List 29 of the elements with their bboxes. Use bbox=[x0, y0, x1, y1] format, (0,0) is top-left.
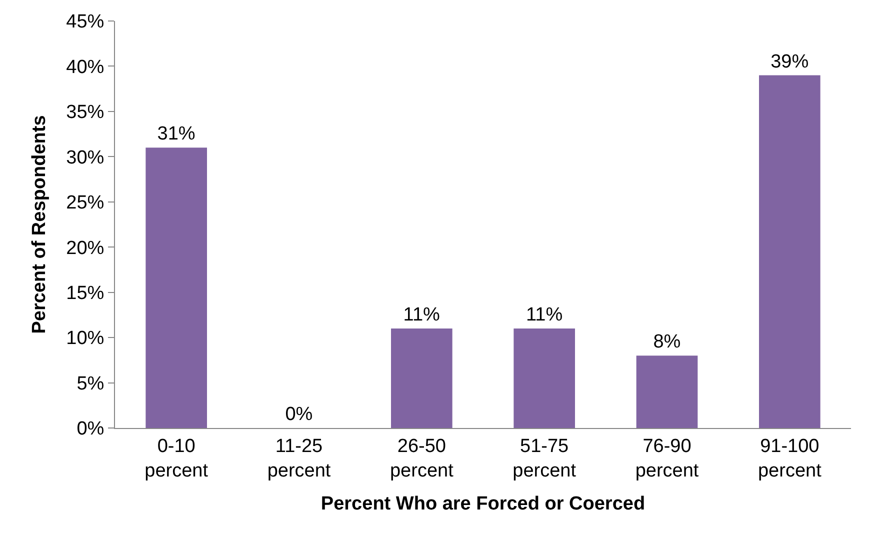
x-tick-label: 76-90 percent bbox=[635, 436, 700, 482]
data-label: 39% bbox=[770, 51, 809, 72]
bar bbox=[391, 328, 452, 428]
data-label: 11% bbox=[526, 304, 563, 326]
y-tick-label: 40% bbox=[66, 56, 104, 78]
y-tick-label: 35% bbox=[66, 102, 104, 124]
data-label: 0% bbox=[285, 404, 313, 425]
y-tick-label: 30% bbox=[66, 147, 104, 168]
x-axis-title: Percent Who are Forced or Coerced bbox=[320, 493, 646, 514]
data-label: 11% bbox=[403, 304, 440, 326]
x-tick-label: 51-75 percent bbox=[512, 436, 577, 482]
data-label: 8% bbox=[653, 332, 681, 353]
bar bbox=[146, 148, 207, 428]
x-tick-label: 26-50 percent bbox=[390, 436, 454, 482]
y-tick-label: 20% bbox=[66, 238, 104, 259]
y-tick-label: 5% bbox=[76, 373, 104, 394]
data-label: 31% bbox=[157, 124, 196, 145]
bar bbox=[636, 356, 698, 428]
y-tick-label: 45% bbox=[66, 12, 104, 33]
y-axis-title: Percent of Respondents bbox=[29, 115, 50, 334]
x-tick-label: 91-100 percent bbox=[758, 436, 822, 482]
x-tick-label: 11-25 percent bbox=[267, 436, 332, 482]
bar bbox=[514, 328, 575, 428]
bar bbox=[759, 75, 820, 428]
y-tick-label: 10% bbox=[66, 328, 104, 350]
y-tick-label: 15% bbox=[66, 282, 104, 304]
y-tick-label: 25% bbox=[66, 192, 104, 214]
y-tick-label: 0% bbox=[76, 418, 104, 440]
x-tick-label: 0-10 percent bbox=[144, 436, 209, 482]
